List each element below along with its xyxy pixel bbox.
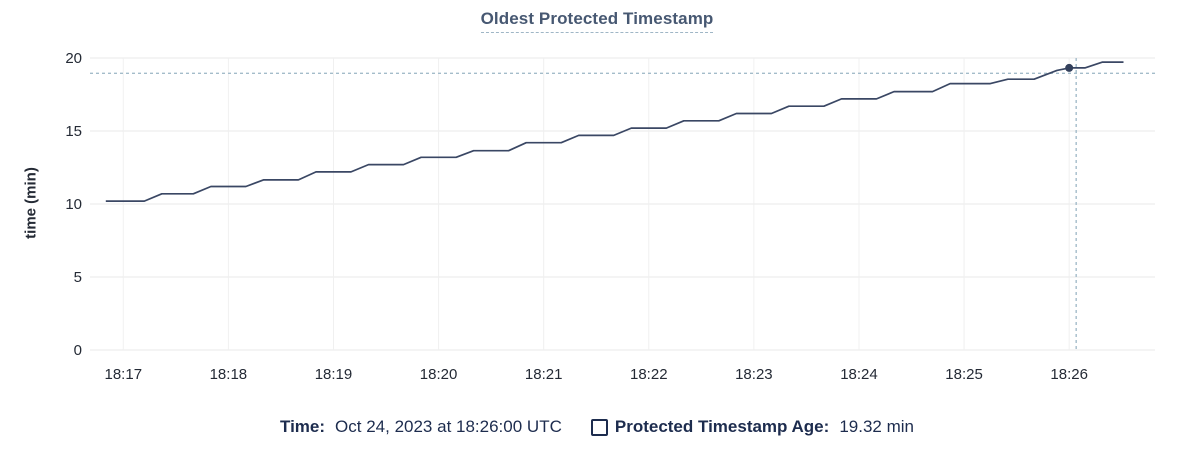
hover-point[interactable] xyxy=(1065,63,1074,72)
hover-series-group: Protected Timestamp Age: 19.32 min xyxy=(590,417,914,437)
x-tick-label: 18:20 xyxy=(420,366,458,383)
x-tick-label: 18:21 xyxy=(525,366,563,383)
chart-plot-area[interactable]: 0 5 10 15 20 18:17 18:18 18:19 18:20 18:21 18:22 18… xyxy=(0,0,1194,400)
y-tick-label: 5 xyxy=(74,269,82,286)
x-tick-label: 18:24 xyxy=(840,366,878,383)
series-line-protected-timestamp-age[interactable] xyxy=(105,61,1124,202)
time-label: Time: xyxy=(280,417,326,436)
series-label: Protected Timestamp Age: xyxy=(614,417,830,436)
series-swatch-square-icon xyxy=(590,418,608,436)
time-value: Oct 24, 2023 at 18:26:00 UTC xyxy=(335,417,562,436)
chart-title-row: Oldest Protected Timestamp xyxy=(0,9,1194,33)
y-tick-label: 20 xyxy=(65,50,82,67)
x-tick-label: 18:23 xyxy=(735,366,773,383)
chart-title[interactable]: Oldest Protected Timestamp xyxy=(480,9,714,33)
y-tick-label: 0 xyxy=(74,342,82,359)
x-tick-label: 18:19 xyxy=(315,366,353,383)
x-tick-label: 18:26 xyxy=(1050,366,1088,383)
x-tick-label: 18:25 xyxy=(945,366,983,383)
x-tick-label: 18:22 xyxy=(630,366,668,383)
hover-time-group: Time: Oct 24, 2023 at 18:26:00 UTC xyxy=(280,417,562,437)
y-tick-label: 15 xyxy=(65,123,82,140)
chart-hover-legend: Time: Oct 24, 2023 at 18:26:00 UTC Prote… xyxy=(0,417,1194,437)
x-tick-label: 18:18 xyxy=(210,366,248,383)
series-value: 19.32 min xyxy=(839,417,914,436)
x-tick-label: 18:17 xyxy=(105,366,143,383)
y-tick-label: 10 xyxy=(65,196,82,213)
